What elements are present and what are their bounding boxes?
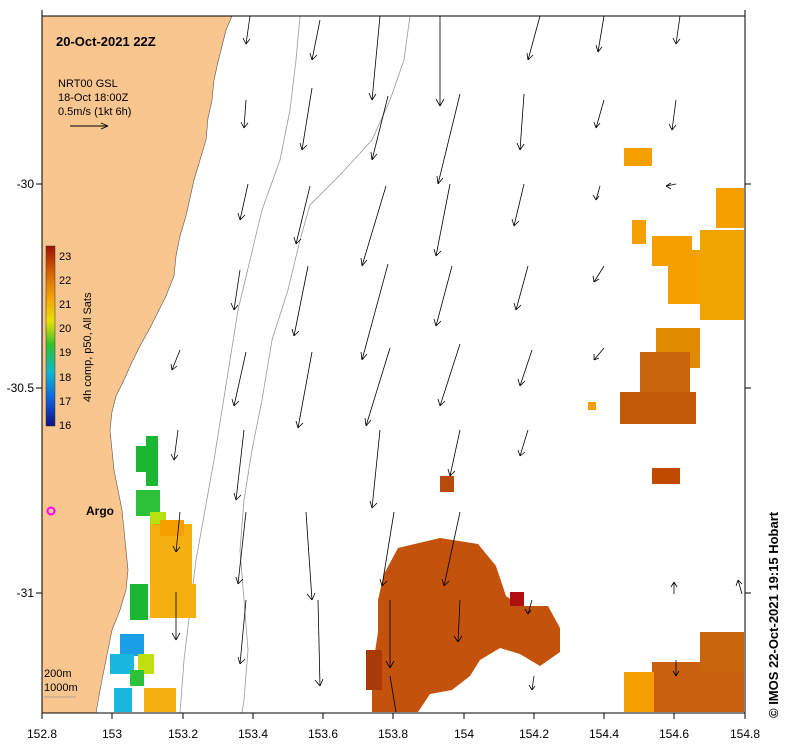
vector-scale-label: 0.5m/s (1kt 6h) xyxy=(58,106,131,118)
map-title: 20-Oct-2021 22Z xyxy=(56,34,156,49)
x-tick-label: 154.6 xyxy=(659,727,689,741)
argo-float-marker[interactable] xyxy=(46,506,56,516)
bathymetry-1000m-contour xyxy=(239,15,411,714)
current-vectors xyxy=(170,15,743,713)
colorbar-tick-label: 18 xyxy=(59,372,71,384)
depth-label-1000m: 1000m xyxy=(44,682,78,694)
x-tick-label: 154.4 xyxy=(589,727,619,741)
x-tick-label: 153.4 xyxy=(238,727,268,741)
x-tick-label: 153 xyxy=(102,727,122,741)
land-mass xyxy=(41,15,233,714)
colorbar-tick-label: 16 xyxy=(59,420,71,432)
colorbar-tick-label: 22 xyxy=(59,275,71,287)
x-tick-label: 153.8 xyxy=(378,727,408,741)
x-tick-label: 153.6 xyxy=(308,727,338,741)
imos-credit: © IMOS 22-Oct-2021 19:15 Hobart xyxy=(766,511,781,718)
argo-label: Argo xyxy=(86,504,114,518)
x-tick-label: 154.2 xyxy=(519,727,549,741)
x-tick-label: 153.2 xyxy=(168,727,198,741)
colorbar-ticks: 23 22 21 20 19 18 17 16 xyxy=(59,251,71,432)
y-tick-label: -30.5 xyxy=(7,381,35,395)
sst-patch-eddy xyxy=(366,476,560,712)
colorbar-tick-label: 19 xyxy=(59,347,71,359)
y-axis xyxy=(36,183,751,594)
altimetry-date-label: 18-Oct 18:00Z xyxy=(58,92,129,104)
x-tick-label: 152.8 xyxy=(27,727,57,741)
y-tick-label: -31 xyxy=(17,586,35,600)
colorbar xyxy=(45,245,56,427)
x-tick-labels: 152.8 153 153.2 153.4 153.6 153.8 154 15… xyxy=(27,727,760,741)
vector-scale-arrow xyxy=(70,122,109,130)
x-axis xyxy=(41,10,746,719)
sst-patch-offshore xyxy=(588,148,744,712)
colorbar-tick-label: 17 xyxy=(59,396,71,408)
colorbar-tick-label: 23 xyxy=(59,251,71,263)
x-tick-label: 154.8 xyxy=(730,727,760,741)
y-tick-label: -30 xyxy=(17,177,35,191)
x-tick-label: 154 xyxy=(454,727,474,741)
colorbar-tick-label: 21 xyxy=(59,299,71,311)
depth-label-200m: 200m xyxy=(44,668,72,680)
sst-patch-nearshore xyxy=(110,436,196,712)
product-label: NRT00 GSL xyxy=(58,78,118,90)
colorbar-label: 4h comp, p50, All Sats xyxy=(82,292,94,402)
colorbar-tick-label: 20 xyxy=(59,323,71,335)
